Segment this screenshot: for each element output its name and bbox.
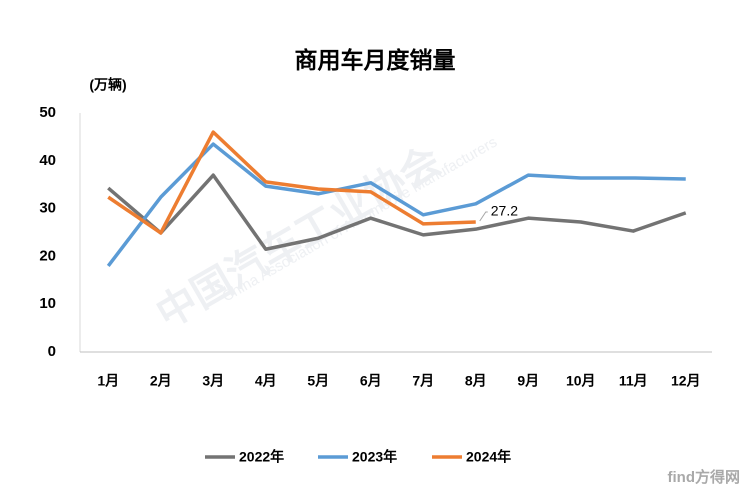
x-tick-label: 4月 (255, 373, 277, 389)
watermark-en: China Association of Automobile Manufact… (219, 134, 500, 306)
label-leader (479, 211, 488, 222)
y-tick-label: 30 (39, 200, 56, 217)
x-tick-label: 3月 (202, 373, 224, 389)
x-tick-label: 5月 (307, 373, 329, 389)
y-tick-label: 50 (39, 104, 56, 121)
y-tick-label: 0 (48, 343, 56, 360)
x-tick-label: 9月 (517, 373, 539, 389)
y-tick-label: 20 (39, 247, 56, 264)
series-line (107, 130, 476, 235)
series-line (107, 173, 687, 251)
x-tick-label: 11月 (619, 373, 648, 389)
x-tick-label: 8月 (465, 373, 487, 389)
series-line (106, 142, 686, 268)
y-tick-label: 40 (39, 152, 56, 169)
y-tick-label: 10 (39, 295, 56, 312)
legend-label: 2022年 (239, 449, 284, 465)
x-tick-label: 7月 (412, 373, 434, 389)
x-tick-label: 6月 (360, 373, 382, 389)
legend-label: 2024年 (466, 449, 511, 465)
logo: find方得网 (668, 468, 741, 486)
y-axis-label: (万辆) (89, 77, 126, 93)
x-tick-label: 10月 (566, 373, 596, 389)
chart-title: 商用车月度销量 (295, 47, 456, 73)
x-tick-label: 2月 (150, 373, 172, 389)
data-label: 27.2 (491, 203, 518, 219)
x-tick-label: 1月 (97, 373, 119, 389)
legend-label: 2023年 (352, 449, 397, 465)
x-tick-label: 12月 (671, 373, 701, 389)
